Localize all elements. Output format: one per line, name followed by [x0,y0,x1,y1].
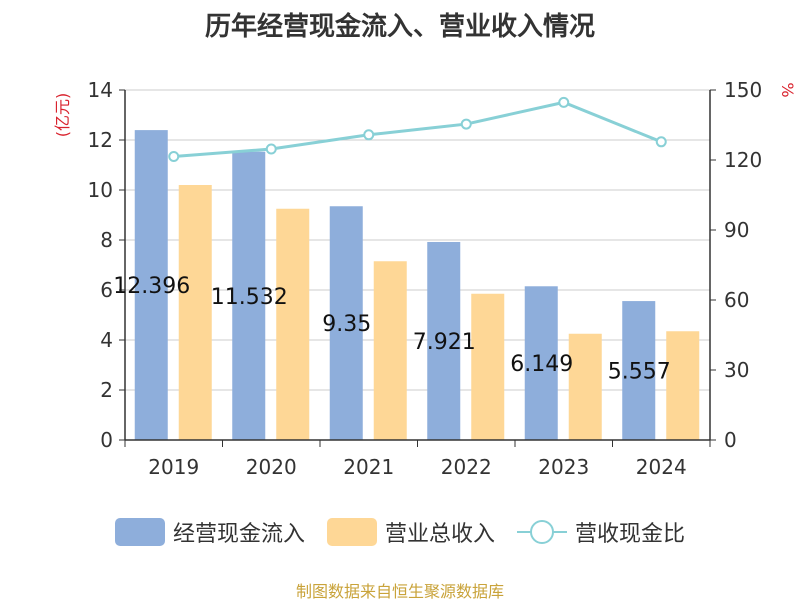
bar-revenue [471,293,505,440]
legend-swatch-cash-inflow [114,518,165,546]
point-cash-ratio [363,129,375,141]
y-left-tick-label: 12 [88,128,113,152]
y-left-tick-label: 10 [88,178,113,202]
point-cash-ratio [168,151,180,162]
x-tick-label: 2021 [343,455,394,479]
x-tick-label: 2024 [636,455,687,479]
bar-revenue [373,261,407,440]
y-right-tick-label: 120 [724,148,762,172]
data-label: 7.921 [413,330,476,355]
bar-revenue [666,331,700,440]
legend-item-cash-inflow[interactable]: 经营现金流入 [114,516,305,548]
y-right-tick-label: 0 [724,428,737,452]
data-label: 6.149 [510,352,573,377]
y-left-tick-label: 8 [100,228,113,252]
x-tick-label: 2022 [441,455,492,479]
bar-revenue [178,185,212,440]
y-left-tick-label: 0 [100,428,113,452]
y-left-tick-label: 4 [100,328,113,352]
data-label: 12.396 [113,274,190,299]
data-label: 9.35 [322,312,371,337]
y-right-axis-title: % [778,82,797,97]
y-left-tick-label: 14 [88,78,113,102]
bar-cash-inflow [622,301,656,440]
point-cash-ratio [655,136,667,148]
y-right-tick-label: 90 [724,218,749,242]
bar-cash-inflow [524,286,558,440]
x-tick-label: 2020 [246,455,297,479]
line-cash-ratio [173,100,662,158]
legend-label-cash-ratio: 营收现金比 [575,522,686,547]
y-left-axis-title: (亿元) [53,93,72,138]
chart-title: 历年经营现金流入、营业收入情况 [204,12,595,42]
bar-revenue [276,208,310,440]
y-right-tick-label: 150 [724,78,762,102]
y-right-tick-label: 30 [724,358,749,382]
bar-cash-inflow [232,151,266,440]
data-label: 5.557 [608,360,671,385]
point-cash-ratio [265,143,277,155]
point-cash-ratio [558,96,570,108]
y-right-tick-label: 60 [724,288,749,312]
y-left-tick-label: 2 [100,378,113,402]
legend-item-revenue[interactable]: 营业总收入 [326,516,495,548]
bar-cash-inflow [329,206,363,440]
chart-canvas: 0 2 4 6 8 10 12 14 0 30 60 90 120 150 (亿元)% 2019 2020 202… [53,78,797,479]
bar-cash-inflow [134,130,168,440]
legend-label-cash-inflow: 经营现金流入 [172,522,305,547]
x-tick-label: 2023 [538,455,589,479]
legend-swatch-revenue [326,518,377,546]
source-note: 制图数据来自恒生聚源数据库 [295,582,504,601]
legend-item-cash-ratio[interactable]: 营收现金比 [517,516,685,548]
bar-revenue [568,333,602,440]
point-cash-ratio [460,118,472,130]
legend-label-revenue: 营业总收入 [384,522,495,547]
legend-swatch-cash-ratio [517,518,567,546]
legend: 经营现金流入 营业总收入 营收现金比 [0,516,800,548]
data-label: 11.532 [211,285,288,310]
bar-cash-inflow [427,241,461,440]
x-tick-label: 2019 [148,455,199,479]
y-left-tick-label: 6 [100,278,113,302]
